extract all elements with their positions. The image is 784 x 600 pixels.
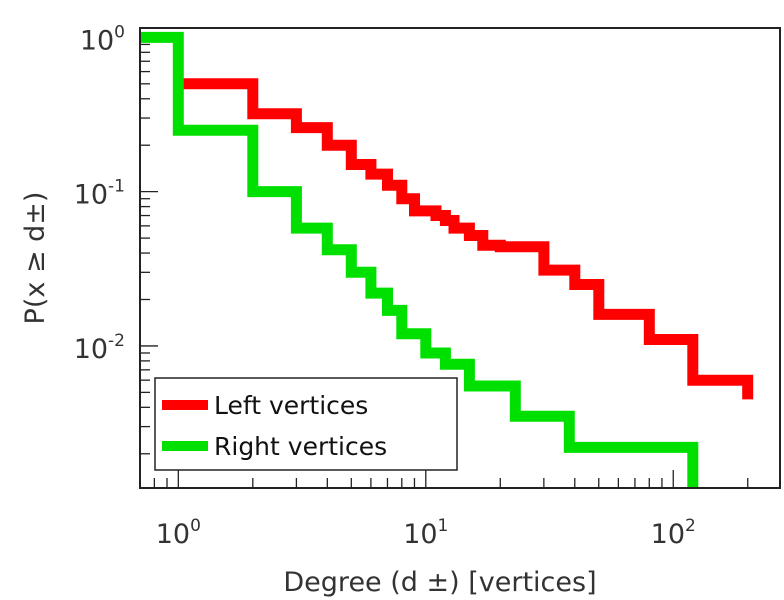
x-tick-label: 101 bbox=[403, 516, 448, 550]
y-axis-title: P(x ≥ d±) bbox=[20, 192, 51, 325]
series-line-right-vertices bbox=[140, 31, 699, 488]
x-tick-label: 100 bbox=[156, 516, 201, 550]
y-tick-label: 100 bbox=[80, 22, 125, 56]
axis-ticks bbox=[139, 36, 749, 488]
legend-box bbox=[154, 377, 458, 471]
y-tick-label: 10-2 bbox=[74, 331, 125, 365]
x-axis-title: Degree (d ±) [vertices] bbox=[283, 567, 596, 598]
y-tick-label: 10-1 bbox=[74, 177, 125, 211]
legend-label-right-vertices: Right vertices bbox=[214, 432, 387, 461]
plot-area-frame bbox=[139, 27, 781, 489]
legend-label-left-vertices: Left vertices bbox=[214, 391, 368, 420]
legend: Left vertices Right vertices bbox=[154, 377, 458, 471]
series-lines bbox=[140, 31, 754, 488]
series-line-left-vertices bbox=[178, 78, 754, 400]
x-tick-label: 102 bbox=[651, 516, 696, 550]
